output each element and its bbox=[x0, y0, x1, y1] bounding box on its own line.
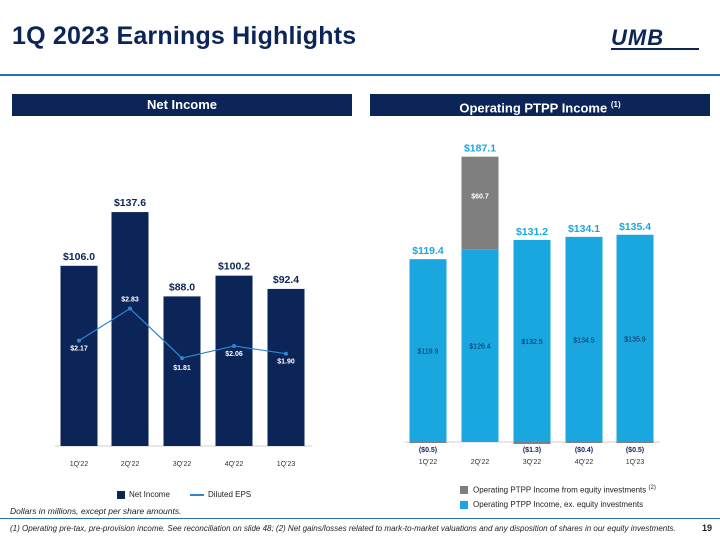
ptpp-total-label: $119.4 bbox=[412, 245, 444, 257]
eps-point bbox=[284, 351, 288, 356]
ptpp-equity-bar bbox=[461, 156, 499, 250]
eps-label: $2.06 bbox=[225, 351, 243, 358]
x-tick-label: 1Q'23 bbox=[626, 459, 645, 466]
eps-label: $2.83 bbox=[121, 297, 139, 304]
ptpp-equity-bar bbox=[513, 442, 551, 444]
legend-net-income-swatch bbox=[117, 491, 125, 499]
net-income-header: Net Income bbox=[12, 94, 352, 116]
legend-equity-text: Operating PTPP Income from equity invest… bbox=[473, 485, 647, 495]
x-tick-label: 4Q'22 bbox=[225, 461, 244, 468]
eps-label: $1.90 bbox=[277, 359, 295, 366]
ptpp-total-label: $187.1 bbox=[464, 143, 496, 155]
legend-equity-label: Operating PTPP Income from equity invest… bbox=[473, 485, 656, 495]
ptpp-equity-bar bbox=[565, 442, 603, 443]
ptpp-core-label: $119.9 bbox=[418, 349, 439, 356]
x-tick-label: 1Q'23 bbox=[277, 461, 296, 468]
x-tick-label: 3Q'22 bbox=[523, 459, 542, 466]
logo-text: UMB bbox=[611, 25, 665, 50]
ptpp-total-label: $134.1 bbox=[568, 223, 600, 235]
ptpp-equity-label: $60.7 bbox=[471, 193, 489, 200]
legend-net-income-label: Net Income bbox=[129, 490, 170, 499]
x-tick-label: 1Q'22 bbox=[70, 461, 89, 468]
units-note: Dollars in millions, except per share am… bbox=[10, 506, 182, 516]
footnote: (1) Operating pre-tax, pre-provision inc… bbox=[10, 524, 676, 533]
ptpp-core-bar bbox=[461, 249, 499, 442]
ptpp-chart: $119.9 ($0.5) $119.4 1Q'22 $126.4 $60.7 $187.1… bbox=[405, 143, 660, 466]
eps-point bbox=[180, 356, 184, 361]
net-income-bar bbox=[60, 265, 98, 446]
net-income-header-label: Net Income bbox=[146, 97, 218, 112]
net-income-chart: $106.0 1Q'22 $137.6 2Q'22 $88.0 3Q'22 $100.2 4Q… bbox=[55, 197, 312, 468]
ptpp-header-label: Operating PTPP Income bbox=[459, 100, 608, 116]
ptpp-core-bar bbox=[616, 234, 654, 442]
legend-ex-equity-swatch bbox=[460, 501, 468, 509]
eps-point bbox=[128, 306, 132, 311]
ptpp-equity-bar bbox=[616, 442, 654, 443]
x-tick-label: 3Q'22 bbox=[173, 461, 192, 468]
ptpp-equity-label: ($0.5) bbox=[419, 447, 437, 454]
legend-equity-sup: (2) bbox=[648, 485, 656, 491]
ptpp-header: Operating PTPP Income (1) bbox=[370, 94, 710, 116]
ptpp-total-label: $135.4 bbox=[619, 221, 651, 233]
eps-point bbox=[77, 338, 81, 343]
eps-label: $1.81 bbox=[173, 365, 191, 372]
ptpp-core-bar bbox=[409, 259, 447, 442]
net-income-bar bbox=[163, 296, 201, 446]
net-income-bar bbox=[267, 288, 305, 446]
ptpp-equity-label: ($0.4) bbox=[575, 447, 593, 454]
ptpp-core-label: $132.5 bbox=[521, 339, 543, 346]
ptpp-header-sup: (1) bbox=[610, 100, 621, 109]
ptpp-equity-bar bbox=[409, 442, 447, 443]
legend-equity-swatch bbox=[460, 486, 468, 494]
ptpp-equity-label: ($1.3) bbox=[523, 447, 541, 454]
ptpp-core-bar bbox=[513, 239, 551, 442]
eps-label: $2.17 bbox=[70, 346, 88, 353]
footer-rule bbox=[0, 518, 720, 541]
logo-underline bbox=[611, 48, 699, 50]
page-number: 19 bbox=[702, 523, 713, 533]
x-tick-label: 2Q'22 bbox=[471, 459, 490, 466]
ptpp-equity-label: ($0.5) bbox=[626, 447, 644, 454]
net-income-bar bbox=[111, 212, 149, 446]
legend-ex-equity-label: Operating PTPP Income, ex. equity invest… bbox=[473, 500, 644, 509]
title-divider bbox=[0, 74, 720, 76]
legend-eps-line bbox=[190, 494, 204, 496]
eps-point bbox=[232, 343, 236, 348]
x-tick-label: 2Q'22 bbox=[121, 461, 140, 468]
net-income-bar bbox=[215, 275, 253, 446]
ptpp-total-label: $131.2 bbox=[516, 226, 548, 238]
page-title: 1Q 2023 Earnings Highlights bbox=[12, 22, 357, 50]
x-tick-label: 4Q'22 bbox=[575, 459, 594, 466]
net-income-label: $137.6 bbox=[114, 197, 146, 209]
net-income-label: $92.4 bbox=[273, 274, 299, 286]
net-income-label: $100.2 bbox=[218, 261, 250, 273]
ptpp-core-bar bbox=[565, 236, 603, 442]
x-tick-label: 1Q'22 bbox=[419, 459, 438, 466]
net-income-label: $106.0 bbox=[63, 251, 95, 263]
net-income-label: $88.0 bbox=[169, 281, 195, 293]
legend-eps-label: Diluted EPS bbox=[208, 490, 252, 499]
ptpp-core-label: $134.5 bbox=[573, 337, 595, 344]
ptpp-core-label: $135.9 bbox=[624, 336, 646, 343]
ptpp-core-label: $126.4 bbox=[469, 344, 491, 351]
